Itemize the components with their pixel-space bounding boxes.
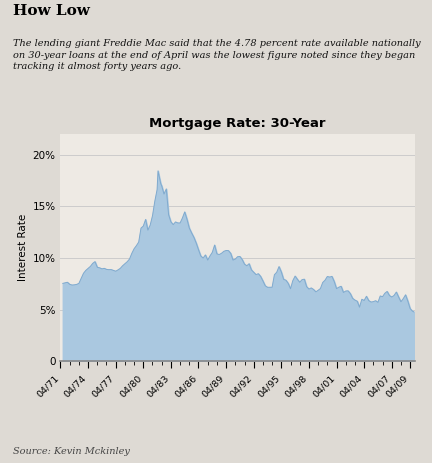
Y-axis label: Interest Rate: Interest Rate bbox=[18, 214, 29, 282]
Text: Source: Kevin Mckinley: Source: Kevin Mckinley bbox=[13, 447, 130, 456]
Text: How Low: How Low bbox=[13, 4, 90, 18]
Title: Mortgage Rate: 30-Year: Mortgage Rate: 30-Year bbox=[149, 117, 326, 130]
Text: The lending giant Freddie Mac said that the 4.78 percent rate available national: The lending giant Freddie Mac said that … bbox=[13, 39, 421, 71]
